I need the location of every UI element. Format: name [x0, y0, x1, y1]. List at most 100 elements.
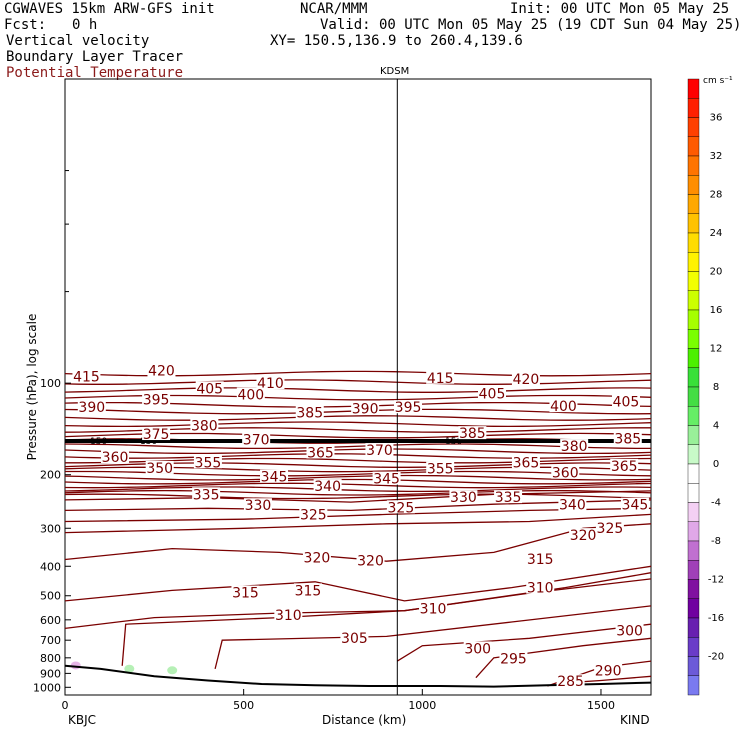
theta-label: 330 — [450, 490, 477, 506]
x-tick-label: 1500 — [587, 699, 615, 712]
theta-label-bg — [560, 439, 589, 453]
colorbar-swatch — [687, 213, 700, 234]
theta-contour-upper — [64, 387, 652, 393]
theta-contour-lower — [475, 637, 652, 679]
theta-contour-upper — [64, 478, 652, 485]
theta-contour-lower — [214, 605, 652, 670]
colorbar-label: -12 — [708, 575, 724, 586]
theta-label: 395 — [395, 400, 422, 416]
theta-label-bg — [426, 461, 455, 475]
theta-label-bg — [620, 497, 649, 511]
theta-label-bg — [365, 443, 394, 457]
theta-contour-lower — [64, 565, 652, 602]
theta-contour-upper — [64, 474, 652, 481]
colorbar-swatch — [687, 502, 700, 522]
theta-label: 380 — [561, 439, 588, 455]
theta-label: 320 — [357, 554, 384, 570]
theta-label: 380 — [191, 419, 218, 435]
theta-label: 365 — [611, 459, 638, 475]
colorbar-swatch — [687, 386, 700, 407]
theta-label: 320 — [570, 528, 597, 544]
init-time: Init: 00 UTC Mon 05 May 25 — [510, 1, 730, 17]
colorbar-swatch — [687, 155, 700, 176]
theta-label-bg — [190, 418, 219, 432]
theta-label: 305 — [341, 631, 368, 647]
theta-label: 395 — [143, 392, 170, 408]
theta-label-bg — [260, 469, 289, 483]
theta-label-bg — [193, 455, 222, 469]
colorbar-swatch — [687, 656, 700, 676]
theta-label: 350 — [146, 461, 173, 477]
theta-label: 345 — [373, 472, 400, 488]
colorbar-swatch — [687, 579, 700, 599]
theta-label: 315 — [527, 552, 554, 568]
model-title: CGWAVES 15km ARW-GFS init — [4, 1, 215, 17]
theta-label-bg — [243, 498, 272, 512]
theta-label: 420 — [513, 372, 540, 388]
colorbar-label: 8 — [713, 382, 719, 393]
theta-label-bg — [611, 394, 640, 408]
colorbar-swatch — [687, 675, 700, 696]
theta-label: 375 — [143, 427, 170, 443]
theta-label: 370 — [366, 443, 393, 459]
theta-label-bg — [458, 426, 487, 440]
colorbar-label: -8 — [711, 536, 721, 547]
theta-label: 405 — [479, 386, 506, 402]
theta-label-bg — [340, 630, 369, 644]
theta-contour-upper — [64, 486, 652, 493]
theta-contour-upper — [64, 421, 652, 428]
theta-contour-upper — [64, 379, 652, 385]
theta-label: 390 — [78, 400, 105, 416]
theta-label: 290 — [595, 663, 622, 679]
colorbar-label: 4 — [713, 421, 719, 432]
theta-contour-upper — [64, 448, 652, 455]
terrain-surface-line — [64, 664, 652, 688]
theta-label: 320 — [304, 550, 331, 566]
colorbar-swatch — [687, 406, 700, 426]
y-tick-label: 900 — [40, 667, 61, 680]
colorbar-label: 36 — [710, 113, 723, 124]
y-tick-label: 800 — [40, 652, 61, 665]
theta-label-bg — [299, 507, 328, 521]
y-tick-label: 500 — [40, 590, 61, 603]
theta-label-bg — [306, 445, 335, 459]
colorbar-swatch — [687, 444, 700, 465]
theta-contour-lower — [64, 499, 652, 512]
theta-label-bg — [449, 490, 478, 504]
theta-contour-lower — [121, 572, 652, 666]
theta-label: 335 — [495, 490, 522, 506]
theta-label-bg — [526, 580, 555, 594]
colorbar-label: 24 — [710, 228, 723, 239]
theta-label: 310 — [275, 608, 302, 624]
theta-label-bg — [558, 497, 587, 511]
theta-label-bg — [386, 500, 415, 514]
y-tick-label: 400 — [40, 560, 61, 573]
theta-label-bg — [494, 490, 523, 504]
fcst-value: 0 h — [72, 17, 98, 33]
colorbar-label: 20 — [710, 267, 723, 278]
theta-label-bg — [242, 432, 271, 446]
colorbar-swatch — [687, 98, 700, 118]
plot-frame — [64, 78, 652, 696]
theta-label: 295 — [500, 651, 527, 667]
theta-label: 315 — [232, 586, 259, 602]
colorbar-swatch — [687, 348, 700, 368]
colorbar-swatch — [687, 463, 700, 484]
theta-label: 415 — [427, 371, 454, 387]
colorbar-label: 0 — [713, 459, 719, 470]
y-tick-label: 700 — [40, 634, 61, 647]
theta-label: 370 — [243, 432, 270, 448]
y-tick-label: 200 — [40, 469, 61, 482]
colorbar-swatch — [687, 271, 700, 291]
theta-label-bg — [293, 583, 322, 597]
theta-label-bg — [569, 528, 598, 542]
theta-label: 325 — [597, 521, 624, 537]
colorbar-label: 32 — [710, 151, 723, 162]
theta-label-bg — [147, 363, 176, 377]
theta-label: 415 — [73, 369, 100, 385]
theta-contour-upper — [64, 482, 652, 489]
theta-label: 340 — [314, 479, 341, 495]
theta-label: 360 — [102, 450, 129, 466]
theta-label: 310 — [527, 581, 554, 597]
